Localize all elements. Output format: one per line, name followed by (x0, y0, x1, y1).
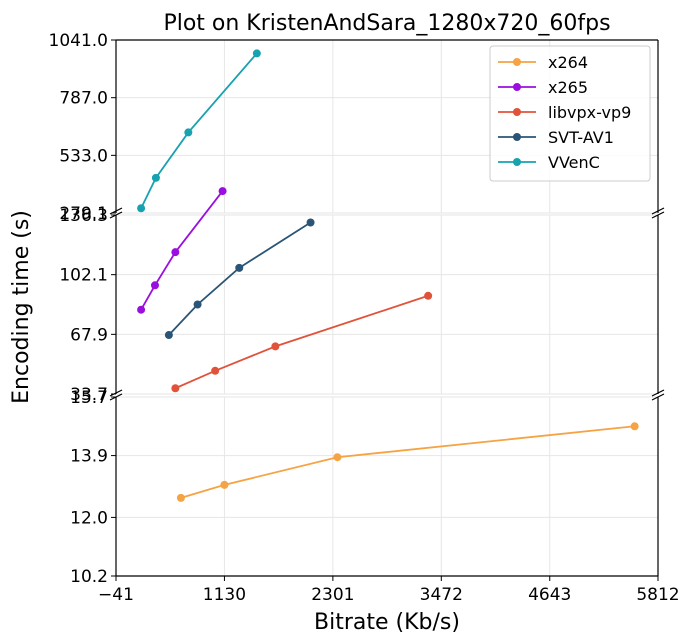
x-tick-label: 3472 (420, 585, 463, 605)
data-point (193, 300, 202, 309)
axis-break-mark (651, 211, 665, 219)
legend-marker (513, 133, 521, 141)
series-line (180, 425, 635, 499)
y-tick-label: 13.9 (70, 447, 108, 467)
data-point (137, 204, 146, 213)
data-point (271, 342, 280, 351)
data-point (184, 128, 193, 137)
legend-label: SVT-AV1 (548, 128, 614, 147)
series-line (174, 294, 429, 390)
x-tick-label: 4643 (528, 585, 571, 605)
y-tick-label: 279.1 (59, 204, 108, 224)
series-x265 (137, 187, 227, 314)
data-point (630, 422, 639, 431)
legend-marker (513, 108, 521, 116)
data-point (306, 218, 315, 227)
data-point (176, 493, 185, 502)
series-line (140, 190, 224, 311)
series-x264 (176, 422, 639, 502)
axis-break-mark (651, 207, 665, 215)
y-tick-label: 33.7 (70, 385, 108, 405)
y-tick-label: 533.0 (59, 146, 108, 166)
x-tick-label: 5812 (636, 585, 679, 605)
y-tick-label: 67.9 (70, 325, 108, 345)
data-point (220, 480, 229, 489)
y-tick-label: 102.1 (59, 266, 108, 286)
data-point (252, 49, 261, 58)
data-point (218, 187, 227, 196)
frame-layer (109, 39, 665, 577)
y-tick-label: 1041.0 (49, 31, 108, 51)
data-point (171, 248, 180, 257)
legend-label: x264 (548, 53, 588, 72)
series-VVenC (137, 49, 261, 213)
y-tick-label: 15.7 (70, 388, 108, 408)
legend-marker (513, 83, 521, 91)
axis-break-mark (109, 389, 123, 397)
legend-box (489, 45, 651, 182)
legend-marker (513, 58, 521, 66)
x-tick-label: 1130 (203, 585, 246, 605)
x-axis-title: Bitrate (Kb/s) (314, 610, 460, 635)
legend-label: x265 (548, 78, 588, 97)
axis-break-mark (651, 389, 665, 397)
x-tick-label: −41 (98, 585, 134, 605)
data-point (424, 291, 433, 300)
ticks-layer: −41 1130 2301 3472 4643 5812 279.1 533.0 787.0 10… (49, 31, 680, 605)
data-point (235, 263, 244, 272)
legend-label: VVenC (548, 153, 600, 172)
y-axis-title: Encoding time (s) (9, 210, 34, 404)
x-tick-label: 2301 (311, 585, 354, 605)
series-SVT-AV1 (164, 218, 315, 340)
series-line (168, 221, 312, 336)
data-point (137, 305, 146, 314)
data-point (333, 453, 342, 462)
chart-title: Plot on KristenAndSara_1280x720_60fps (163, 11, 610, 36)
series-line (140, 52, 258, 209)
data-point (211, 366, 220, 375)
series-libvpx-vp9 (171, 291, 433, 393)
y-tick-label: 10.2 (70, 567, 108, 587)
y-tick-label: 787.0 (59, 89, 108, 109)
legend: x264 x265 libvpx-vp9 SVT-AV1 VVenC (489, 45, 651, 182)
data-point (150, 281, 159, 290)
data-point (151, 173, 160, 182)
y-tick-label: 136.3 (59, 206, 108, 226)
series-layer (137, 49, 639, 502)
legend-marker (513, 158, 521, 166)
axis-break-mark (651, 393, 665, 401)
y-tick-label: 12.0 (70, 508, 108, 528)
data-point (164, 331, 173, 340)
data-point (171, 384, 180, 393)
legend-label: libvpx-vp9 (548, 103, 631, 122)
